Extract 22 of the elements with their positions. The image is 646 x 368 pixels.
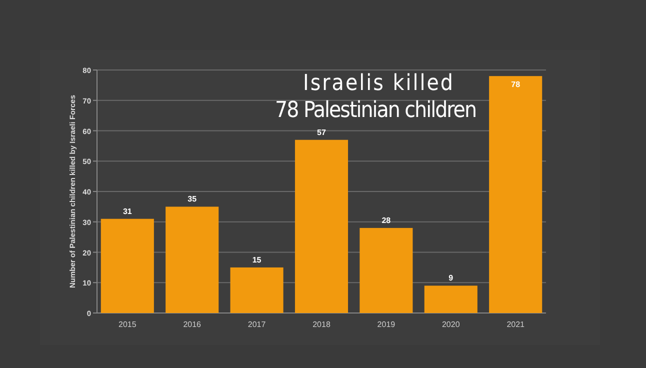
x-tick-label: 2018 bbox=[312, 320, 331, 329]
bar bbox=[294, 140, 348, 313]
bar bbox=[100, 218, 154, 313]
data-label: 35 bbox=[188, 194, 198, 204]
x-tick-label: 2016 bbox=[183, 320, 202, 329]
data-label: 15 bbox=[252, 255, 262, 264]
bar bbox=[166, 206, 219, 313]
data-label: 28 bbox=[382, 216, 392, 225]
x-tick-label: 2015 bbox=[118, 320, 137, 329]
data-label: 57 bbox=[317, 128, 326, 137]
bar bbox=[489, 76, 542, 313]
data-label: 78 bbox=[511, 80, 521, 90]
x-tick-label: 2017 bbox=[248, 320, 266, 329]
data-label: 31 bbox=[122, 206, 132, 216]
x-tick-label: 2021 bbox=[506, 320, 526, 329]
x-tick-label: 2020 bbox=[442, 320, 460, 329]
bar bbox=[424, 286, 478, 313]
text: Israelis killed 78 Palestinian children bbox=[275, 71, 477, 123]
bar bbox=[360, 228, 413, 313]
x-tick-label: 2019 bbox=[377, 320, 396, 329]
data-label: 9 bbox=[448, 274, 454, 283]
bar bbox=[230, 267, 284, 313]
